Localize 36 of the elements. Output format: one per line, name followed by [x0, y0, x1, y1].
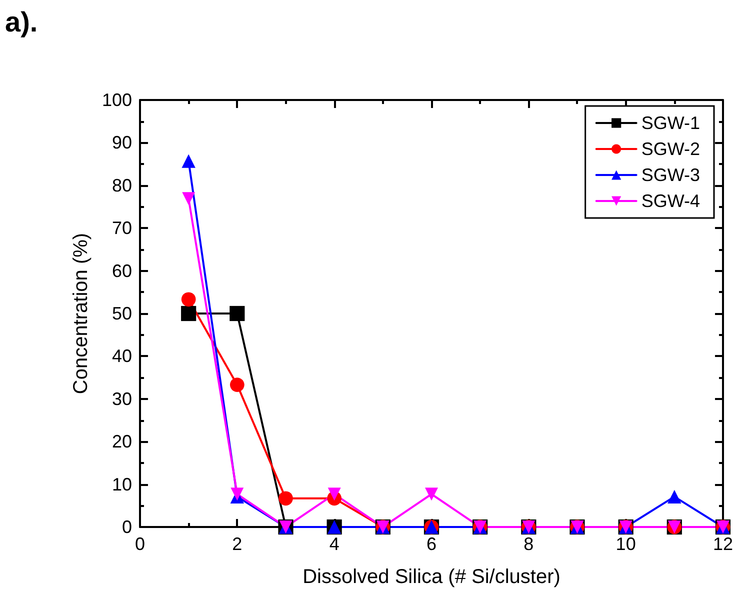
- point: [230, 378, 244, 392]
- x-tick-label: 12: [712, 534, 734, 554]
- legend-label: SGW-1: [641, 113, 700, 133]
- y-tick-label: 40: [112, 346, 132, 366]
- legend-label: SGW-3: [641, 165, 700, 185]
- y-axis-title: Concentration (%): [70, 232, 92, 394]
- y-tick-label: 10: [112, 474, 132, 494]
- point: [181, 292, 196, 307]
- point: [181, 306, 196, 322]
- y-tick-label: 0: [122, 517, 132, 537]
- y-tick-label: 30: [112, 388, 132, 409]
- x-tick-label: 4: [329, 534, 340, 554]
- x-tick-label: 8: [524, 534, 534, 554]
- legend-label: SGW-4: [641, 191, 700, 211]
- x-tick-label: 0: [134, 534, 146, 554]
- point: [424, 488, 438, 501]
- y-tick-label: 100: [102, 90, 132, 110]
- y-tick-label: 80: [112, 175, 132, 196]
- y-tick-label: 50: [112, 304, 132, 324]
- point: [182, 154, 196, 168]
- legend-label: SGW-2: [641, 139, 700, 159]
- point: [328, 488, 341, 501]
- x-axis-title: Dissolved Silica (# Si/cluster): [302, 566, 560, 588]
- x-tick-label: 10: [616, 534, 636, 554]
- y-tick-label: 20: [112, 432, 132, 452]
- text: a).: [5, 6, 38, 38]
- point: [230, 306, 245, 322]
- point: [230, 488, 244, 501]
- y-tick-label: 60: [112, 260, 132, 281]
- x-tick-label: 6: [426, 534, 436, 554]
- point: [182, 192, 196, 206]
- point: [668, 490, 682, 504]
- x-tick-label: 2: [232, 534, 242, 554]
- point: [278, 491, 293, 506]
- y-tick-label: 90: [112, 132, 132, 153]
- y-tick-label: 70: [112, 218, 132, 238]
